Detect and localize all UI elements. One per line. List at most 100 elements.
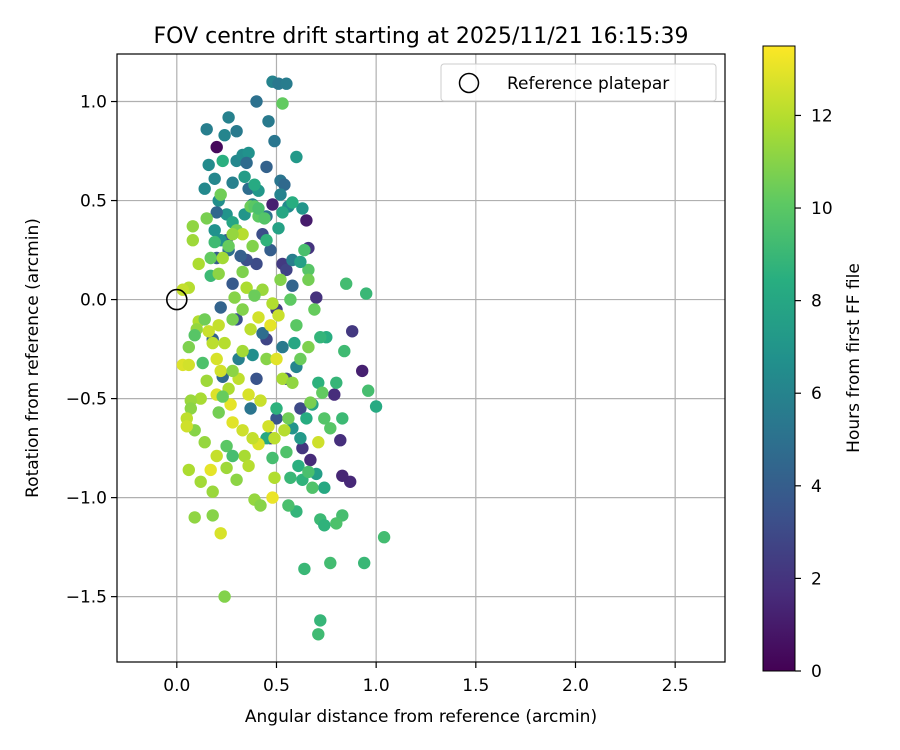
data-point (318, 519, 331, 532)
data-point (242, 388, 255, 401)
data-point (266, 451, 279, 465)
y-tick-label: −1.5 (66, 588, 107, 608)
data-point (248, 289, 261, 302)
data-point (280, 263, 293, 277)
data-point (226, 176, 239, 189)
data-point (228, 291, 241, 304)
data-point (214, 188, 227, 201)
data-point (302, 340, 315, 354)
data-point (200, 212, 213, 225)
data-point (184, 402, 197, 415)
data-point (300, 214, 313, 227)
data-point (258, 212, 271, 225)
data-point (314, 331, 327, 344)
data-point (330, 376, 343, 389)
data-point (288, 336, 301, 350)
data-point (246, 432, 259, 445)
data-point (186, 220, 199, 233)
data-point (214, 364, 227, 378)
data-point (206, 509, 219, 522)
data-point (200, 123, 213, 136)
data-point (302, 273, 315, 286)
data-point (198, 313, 211, 326)
data-point (262, 420, 275, 433)
data-point (276, 340, 289, 354)
data-point (208, 235, 221, 249)
data-point (312, 436, 325, 449)
data-point (362, 384, 375, 397)
y-tick-label: 0.0 (80, 291, 107, 311)
data-point (316, 386, 329, 399)
y-axis-label: Rotation from reference (arcmin) (23, 218, 43, 498)
data-point (318, 412, 331, 425)
colorbar-label: Hours from first FF file (844, 263, 864, 453)
data-point (206, 485, 219, 498)
data-point (202, 158, 215, 172)
data-point (226, 449, 239, 463)
data-point (238, 170, 251, 183)
data-point (272, 222, 285, 235)
data-point (180, 420, 193, 433)
data-point (294, 255, 307, 269)
data-point (254, 394, 267, 407)
data-point (286, 376, 299, 389)
data-point (214, 301, 227, 314)
data-point (304, 453, 317, 467)
data-point (244, 323, 257, 336)
data-point (310, 291, 323, 304)
data-point (208, 172, 221, 185)
x-axis-label: Angular distance from reference (arcmin) (245, 707, 597, 727)
y-tick-label: −1.0 (66, 489, 107, 509)
colorbar-tick-label: 10 (811, 199, 833, 219)
data-point (236, 424, 249, 437)
data-point (254, 499, 267, 512)
data-point (220, 461, 233, 475)
data-point (270, 352, 283, 366)
colorbar-tick-label: 8 (811, 292, 822, 312)
data-point (230, 473, 243, 486)
plot-frame (116, 53, 726, 663)
data-point (284, 293, 297, 306)
data-point (238, 449, 251, 463)
data-point (278, 424, 291, 437)
data-point (369, 400, 383, 413)
data-point (266, 491, 279, 504)
reference-marker (166, 288, 188, 311)
data-point (290, 319, 303, 332)
data-point (296, 441, 309, 455)
colorbar-tick-label: 2 (811, 569, 822, 589)
colorbar-ticks: 0 2 4 6 8 10 12 (795, 106, 833, 682)
data-point (212, 267, 225, 280)
data-point (252, 202, 265, 215)
data-point (377, 531, 391, 544)
data-point (236, 303, 249, 316)
data-point (282, 499, 295, 512)
data-point (276, 206, 289, 219)
data-point (292, 459, 305, 473)
data-point (222, 239, 235, 253)
data-point (290, 150, 303, 164)
x-tick-label: 1.5 (462, 676, 489, 696)
data-point (280, 77, 293, 90)
data-point (242, 146, 255, 160)
data-point (198, 182, 211, 195)
data-point (236, 344, 249, 358)
data-point (194, 475, 207, 488)
data-point (206, 336, 219, 350)
data-point (234, 249, 247, 263)
data-point (312, 376, 325, 389)
data-point (226, 364, 239, 378)
data-point (294, 352, 307, 366)
data-point (278, 178, 291, 191)
data-point (236, 228, 249, 241)
data-point (308, 303, 321, 316)
x-tick-label: 2.0 (562, 676, 589, 696)
data-point (256, 327, 269, 340)
data-point (294, 432, 307, 445)
data-point (250, 95, 263, 108)
data-point (296, 202, 309, 215)
y-tick-label: −0.5 (66, 390, 107, 410)
data-point (268, 432, 281, 445)
data-point (236, 265, 249, 279)
x-axis-ticks: 0.0 0.5 1.0 1.5 2.0 2.5 (163, 662, 689, 696)
